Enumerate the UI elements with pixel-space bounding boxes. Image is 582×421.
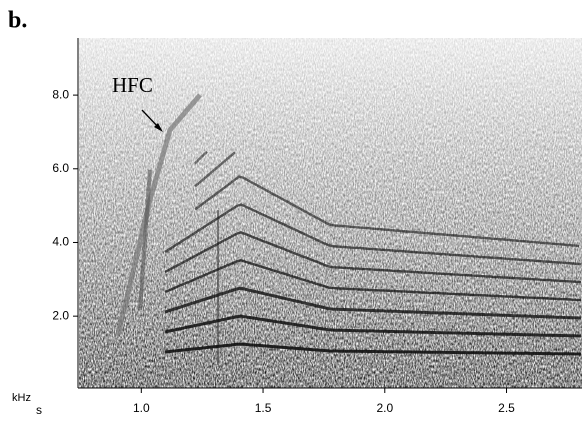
harmonic xyxy=(164,203,582,266)
harmonic xyxy=(164,259,582,302)
y-tick-label: 2.0 xyxy=(52,308,69,322)
x-axis-label: s xyxy=(36,403,42,417)
annotation: HFC xyxy=(112,73,153,97)
harmonic xyxy=(164,231,582,284)
y-tick-label: 4.0 xyxy=(52,235,69,249)
harmonic xyxy=(164,314,582,338)
panel-label: b. xyxy=(8,8,27,34)
y-tick-label: 8.0 xyxy=(52,87,69,101)
harmonic xyxy=(164,342,581,356)
x-tick-label: 1.5 xyxy=(255,401,272,415)
y-tick-label: 6.0 xyxy=(52,161,69,175)
harmonic xyxy=(164,286,582,320)
spectrogram xyxy=(79,38,582,388)
arrow-head xyxy=(154,123,163,132)
harmonic xyxy=(194,175,580,248)
x-tick-label: 2.5 xyxy=(498,401,515,415)
hfc-streak xyxy=(115,93,202,336)
harmonic xyxy=(194,151,236,188)
y-axis-label: kHz xyxy=(12,392,31,404)
x-tick-label: 1.0 xyxy=(133,401,150,415)
streak xyxy=(138,169,152,311)
harmonic xyxy=(194,150,208,165)
x-tick-label: 2.0 xyxy=(376,401,393,415)
